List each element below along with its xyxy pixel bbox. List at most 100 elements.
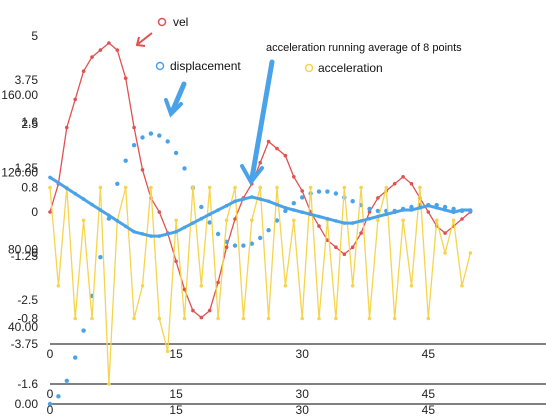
series-3-point-7 (107, 213, 111, 218)
series-0-point-19 (207, 308, 212, 313)
series-3-point-33 (325, 216, 330, 221)
series-2-point-47 (443, 251, 447, 255)
series-0-point-25 (258, 160, 263, 165)
legend-label-vel: vel (173, 15, 188, 29)
series-3-point-6 (98, 208, 103, 212)
x-tick-0-3: 45 (422, 347, 436, 361)
series-3-point-16 (182, 225, 187, 230)
series-3-point-2 (65, 186, 69, 191)
series-3-point-15 (174, 230, 178, 234)
annotation-arrow-vel (137, 32, 153, 45)
series-1-point-47 (442, 204, 448, 210)
series-1-point-22 (232, 243, 238, 248)
series-2-point-26 (266, 316, 271, 321)
series-3-point-34 (334, 219, 338, 223)
annotation-arrowhead-displacement (164, 98, 183, 118)
series-0-point-30 (300, 189, 305, 193)
series-1-point-34 (333, 191, 339, 196)
series-1-point-16 (182, 166, 187, 171)
series-2-point-19 (207, 185, 212, 190)
series-3-point-17 (191, 221, 195, 225)
series-3-point-13 (157, 234, 162, 238)
y-tick-vel-6: -2.5 (17, 293, 38, 307)
y-tick-acceleration-1: 0.8 (21, 181, 38, 195)
series-0-point-34 (334, 245, 338, 249)
series-2-point-13 (157, 316, 162, 321)
series-1-point-14 (165, 139, 170, 144)
series-2-point-21 (224, 218, 229, 223)
series-3-point-18 (199, 216, 204, 221)
series-1-point-39 (375, 208, 381, 214)
series-0-point-42 (401, 175, 405, 179)
series-2-point-23 (241, 316, 246, 321)
y-tick-acceleration-2: 0 (31, 246, 38, 260)
series-0-point-20 (216, 280, 220, 285)
series-2-point-12 (149, 185, 153, 190)
series-3-point-44 (418, 206, 422, 210)
series-1-point-29 (291, 201, 296, 206)
series-2-point-44 (418, 185, 422, 190)
series-0-point-13 (157, 210, 162, 214)
series-2-point-10 (132, 316, 136, 321)
series-3-point-22 (233, 199, 237, 204)
series-0-point-18 (199, 315, 204, 320)
series-2-point-30 (300, 316, 305, 321)
series-3-point-0 (48, 175, 52, 180)
y-tick-acceleration-0: 1.6 (21, 115, 38, 129)
series-group (47, 41, 473, 407)
annotation-running-average: acceleration running average of 8 points (266, 42, 462, 54)
series-3-point-1 (56, 181, 61, 185)
series-3-point-36 (350, 221, 355, 225)
series-2-point-15 (174, 218, 178, 223)
series-3-point-48 (451, 210, 456, 214)
series-2-point-34 (334, 316, 338, 321)
series-0-point-7 (107, 41, 111, 45)
series-3-point-49 (460, 208, 464, 212)
series-1-point-15 (173, 150, 179, 156)
series-2-point-18 (199, 284, 204, 288)
x-tick-2-2: 30 (296, 403, 310, 416)
series-0-point-36 (350, 245, 355, 249)
y-tick-vel-4: 0 (31, 205, 38, 219)
series-1-point-4 (81, 328, 86, 333)
series-2-point-35 (342, 185, 347, 190)
series-3-point-45 (426, 203, 431, 208)
y-tick-displacement-4: 0.00 (15, 397, 39, 411)
series-1-point-8 (115, 181, 120, 186)
x-tick-2-0: 0 (47, 403, 54, 416)
series-1-point-9 (123, 158, 128, 163)
series-0-point-28 (283, 153, 288, 158)
series-0-point-6 (98, 48, 103, 52)
series-1-point-36 (350, 199, 355, 204)
series-3-point-25 (258, 197, 263, 201)
y-tick-displacement-1: 120.00 (1, 165, 38, 179)
series-3-point-5 (90, 202, 94, 207)
series-3-point-20 (216, 208, 220, 212)
y-tick-acceleration-3: -0.8 (17, 312, 38, 326)
legend: vel displacement acceleration (155, 15, 383, 75)
series-1-point-33 (325, 189, 330, 194)
series-0-point-11 (140, 168, 145, 172)
y-tick-displacement-0: 160.00 (1, 88, 38, 102)
series-1-point-12 (148, 131, 154, 136)
series-1-point-0 (47, 401, 53, 407)
series-0-point-3 (73, 97, 77, 102)
series-2-point-32 (317, 316, 321, 321)
series-0-line (49, 42, 471, 319)
series-3-point-38 (367, 216, 372, 221)
y-tick-vel-0: 5 (31, 29, 38, 43)
series-1-point-32 (316, 189, 322, 194)
series-0-point-41 (392, 182, 397, 186)
series-2-point-1 (56, 284, 61, 288)
annotations: acceleration running average of 8 points (135, 32, 462, 186)
legend-marker-vel (157, 17, 167, 27)
series-0-point-5 (90, 55, 94, 59)
series-3-point-39 (376, 214, 380, 219)
series-1-point-23 (241, 243, 246, 248)
series-2-point-24 (250, 218, 254, 223)
series-3-point-19 (207, 212, 212, 217)
series-0-point-8 (115, 48, 120, 52)
series-0-point-16 (182, 287, 187, 292)
series-2-point-43 (409, 284, 414, 288)
